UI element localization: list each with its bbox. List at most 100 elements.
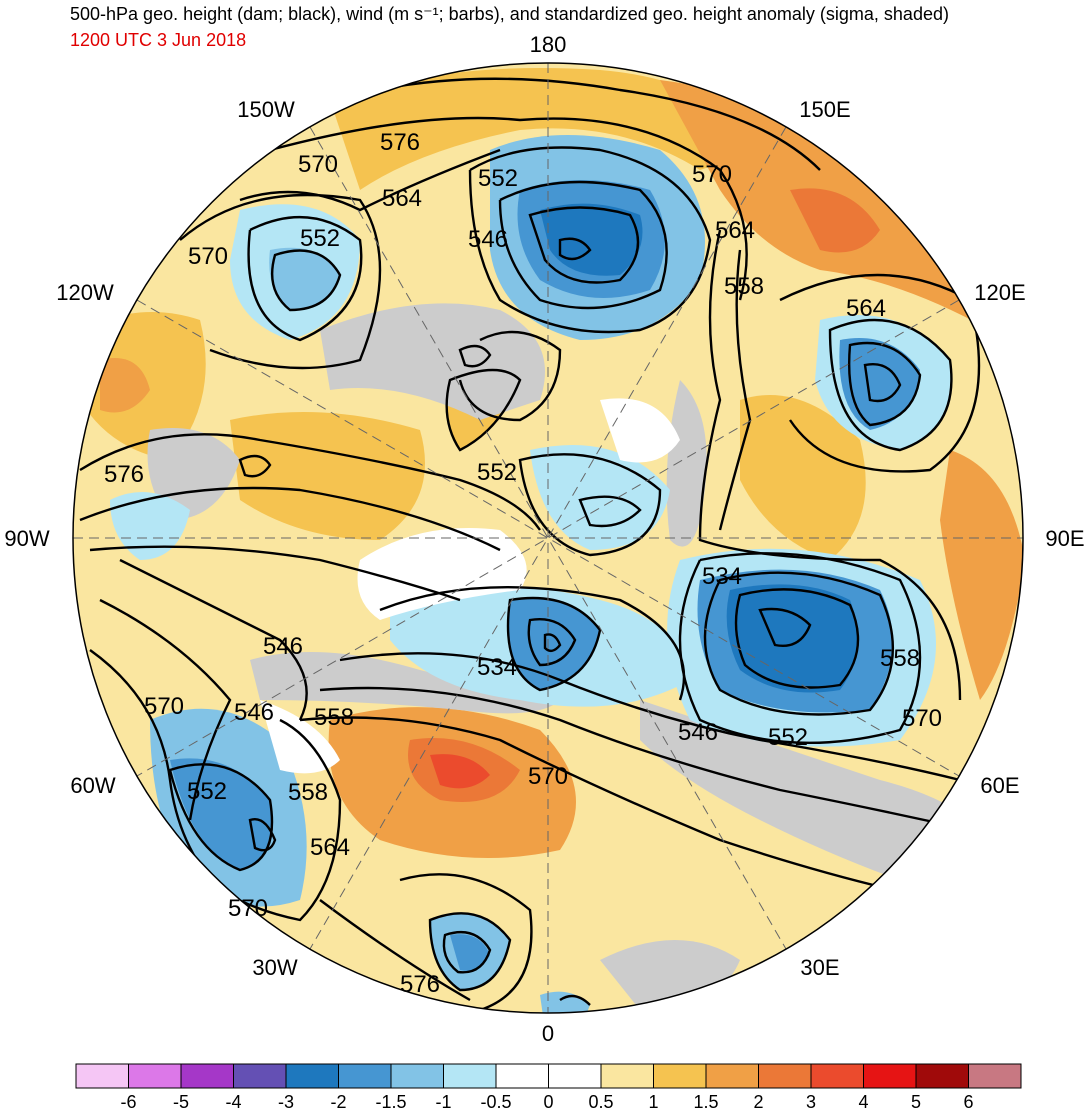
anomaly-patch [839,338,920,430]
anomaly-patch [940,450,1023,700]
colorbar-box [495,1063,549,1089]
colorbar-box [758,1063,812,1089]
anomaly-patch [110,492,190,560]
lon-label-120w: 120W [56,280,114,305]
colorbar-label: -1.5 [375,1092,406,1112]
anomaly-patch [450,934,490,971]
colorbar-label: 0.5 [588,1092,613,1112]
polar-map: 180 150E 120E 90E 60E 30E 0 30W 60W 90W … [4,32,1084,1046]
colorbar-box [968,1063,1022,1089]
lon-label-60w: 60W [70,773,115,798]
contour-label: 564 [382,185,422,212]
colorbar-box [915,1063,969,1089]
colorbar-box [443,1063,497,1089]
colorbar-box [338,1063,392,1089]
anomaly-patch [170,758,272,870]
lon-label-150e: 150E [799,97,850,122]
lon-label-60e: 60E [980,773,1019,798]
contour-label: 570 [902,705,942,732]
anomaly-patch [100,358,150,413]
colorbar-box [548,1063,602,1089]
contour-label: 570 [692,161,732,188]
colorbar-label: 3 [806,1092,816,1112]
contour-label: 552 [478,165,518,192]
land-mask [666,380,707,547]
lon-label-150w: 150W [237,97,295,122]
colorbar-box [180,1063,234,1089]
colorbar-box [75,1063,129,1089]
land-mask [250,652,560,714]
colorbar-box [285,1063,339,1089]
anomaly-patch [430,754,490,789]
neutral-zone [357,528,527,620]
graticule [73,63,1023,1013]
contour-labels: 576 570 564 552 552 570 546 570 564 558 … [104,129,942,998]
contour-label: 576 [380,129,420,156]
land-mask [147,428,240,520]
contour-label: 564 [715,217,755,244]
anomaly-patch [740,395,866,560]
colorbar-label: 1 [648,1092,658,1112]
contour-label: 558 [288,779,328,806]
colorbar-label: -1 [435,1092,451,1112]
colorbar-label: 1.5 [693,1092,718,1112]
contour-label: 558 [880,645,920,672]
contour-label: 546 [263,633,303,660]
map-boundary [72,62,1024,1014]
colorbar-box [863,1063,917,1089]
contour-label: 546 [234,699,274,726]
colorbar-box [128,1063,182,1089]
contour-label: 570 [188,243,228,270]
lon-label-90w: 90W [4,526,49,551]
contour-label: 534 [702,563,742,590]
contour-label: 570 [528,763,568,790]
map-title: 500-hPa geo. height (dam; black), wind (… [70,4,949,24]
colorbar-labels: -6 -5 -4 -3 -2 -1.5 -1 -0.5 0 0.5 1 1.5 2 3 4 5 6 [120,1092,973,1112]
land-mask [320,303,545,420]
lon-label-120e: 120E [974,280,1025,305]
lon-label-30e: 30E [800,955,839,980]
valid-time: 1200 UTC 3 Jun 2018 [70,30,247,50]
colorbar-box [233,1063,287,1089]
colorbar-boxes [75,1063,1022,1089]
colorbar-box [810,1063,864,1089]
contour-label: 564 [310,834,350,861]
contour-label: 546 [678,719,718,746]
contour-label: 576 [104,461,144,488]
anomaly-patch [540,991,590,1013]
lon-label-180: 180 [530,32,567,57]
colorbar-label: 4 [858,1092,868,1112]
anomaly-patch [790,188,880,253]
contour-label: 552 [768,724,808,751]
colorbar-label: -3 [278,1092,294,1112]
lon-label-0: 0 [542,1021,554,1046]
contour-label: 558 [314,704,354,731]
land-mask [640,700,990,900]
colorbar: -6 -5 -4 -3 -2 -1.5 -1 -0.5 0 0.5 1 1.5 2 3 4 5 6 [75,1063,1022,1112]
colorbar-box [390,1063,444,1089]
contour-label: 564 [846,295,886,322]
colorbar-label: 6 [963,1092,973,1112]
height-contours [79,77,981,1012]
contour-label: 558 [724,273,764,300]
contour-label: 534 [477,654,517,681]
anomaly-patch [269,247,340,310]
colorbar-label: 2 [753,1092,763,1112]
colorbar-box [600,1063,654,1089]
lon-label-30w: 30W [252,955,297,980]
anomaly-field [73,63,1023,1013]
anomaly-patch [330,68,760,190]
lon-label-90e: 90E [1045,526,1084,551]
neutral-zone [600,398,680,463]
colorbar-label: -6 [120,1092,136,1112]
contour-label: 576 [400,971,440,998]
colorbar-label: 5 [911,1092,921,1112]
contour-label: 552 [300,225,340,252]
colorbar-box [653,1063,707,1089]
colorbar-label: -2 [330,1092,346,1112]
contour-label: 570 [228,895,268,922]
contour-label: 546 [468,226,508,253]
contour-label: 570 [298,151,338,178]
colorbar-label: -4 [225,1092,241,1112]
colorbar-label: 0 [543,1092,553,1112]
